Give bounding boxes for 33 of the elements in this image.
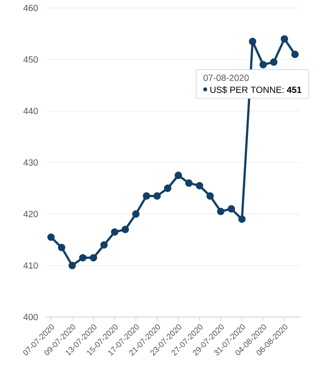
point [248, 38, 256, 46]
y-tick-label: 420 [23, 210, 38, 218]
point [238, 215, 246, 223]
point [185, 179, 193, 187]
point [58, 244, 66, 252]
point [174, 172, 182, 180]
y-tick-label: 410 [23, 262, 38, 269]
y-tick-label: 460 [23, 4, 38, 12]
annotation: US$ PER TONNE: 451 [210, 86, 302, 94]
point [280, 35, 288, 43]
point [47, 233, 55, 241]
y-tick-label: 430 [23, 159, 38, 166]
point [90, 254, 98, 262]
point [68, 262, 76, 270]
point [259, 60, 267, 68]
y-tick-label: 450 [23, 56, 38, 63]
point [100, 241, 108, 249]
point [217, 208, 224, 216]
y-tick-label: 400 [23, 314, 38, 320]
annotation: 07-08-2020 [204, 74, 249, 82]
point [110, 228, 118, 236]
point [228, 205, 236, 213]
point [122, 226, 129, 234]
point [291, 50, 299, 58]
point [206, 192, 214, 200]
point [79, 254, 87, 262]
point [164, 184, 172, 192]
y-tick-label: 440 [23, 108, 38, 114]
point [132, 210, 140, 218]
point [153, 192, 161, 200]
point [196, 182, 204, 190]
point [142, 192, 150, 200]
point [270, 58, 278, 66]
